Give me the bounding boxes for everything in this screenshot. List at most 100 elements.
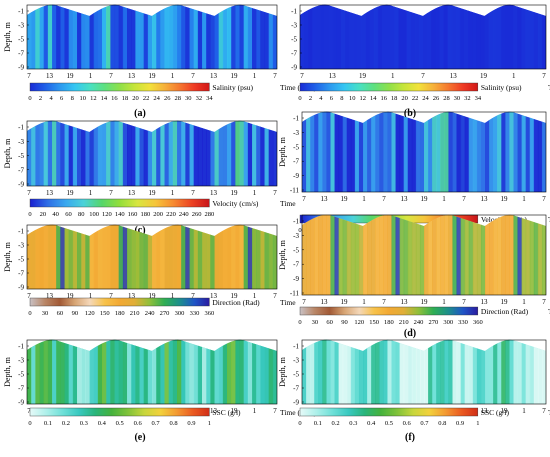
heatmap-band — [177, 339, 182, 404]
heatmap-band — [235, 120, 241, 186]
heatmap-band — [56, 120, 61, 186]
y-tick-label: -1 — [293, 343, 299, 351]
heatmap-band — [231, 224, 236, 289]
heatmap-band — [147, 224, 153, 289]
x-tick-label: 1 — [171, 189, 175, 197]
heatmap-band — [68, 120, 74, 186]
colorbar-tick-label: 60 — [65, 211, 72, 218]
heatmap-band — [152, 4, 157, 69]
heatmap-band — [35, 4, 41, 69]
heatmap-band — [156, 224, 161, 289]
colorbar-tick-label: 20 — [132, 95, 139, 102]
heatmap-band — [452, 111, 458, 192]
heatmap-band — [459, 4, 465, 69]
heatmap-band — [206, 120, 211, 186]
x-tick-label: 13 — [46, 189, 54, 197]
heatmap-band — [202, 4, 207, 69]
heatmap-band — [312, 4, 317, 69]
heatmap-band — [256, 4, 261, 69]
heatmap-band — [436, 214, 441, 295]
colorbar-tick-label: 10 — [349, 95, 356, 102]
heatmap-band — [358, 339, 364, 404]
heatmap-band — [268, 4, 274, 69]
colorbar-tick-label: 32 — [464, 95, 471, 102]
y-tick-label: -9 — [18, 399, 24, 407]
heatmap-band — [243, 224, 249, 289]
heatmap-band — [336, 4, 342, 69]
colorbar-tick-label: 120 — [102, 211, 112, 218]
heatmap-band — [172, 120, 178, 186]
heatmap-band — [97, 4, 103, 69]
x-tick-label: 19 — [149, 189, 157, 197]
heatmap-band — [513, 339, 519, 404]
heatmap-band — [268, 339, 274, 404]
heatmap-band — [537, 214, 543, 295]
heatmap-band — [222, 224, 228, 289]
heatmap-band — [537, 4, 543, 69]
heatmap-band — [326, 111, 332, 192]
y-tick-label: -9 — [18, 64, 24, 72]
x-axis-label: Time — [280, 199, 296, 208]
heatmap-band — [436, 339, 441, 404]
y-tick-label: -3 — [293, 357, 299, 365]
x-tick-label: 19 — [231, 72, 239, 80]
heatmap-band — [391, 214, 397, 295]
heatmap-band — [68, 339, 74, 404]
heatmap-band — [235, 4, 241, 69]
heatmap-band — [77, 4, 82, 69]
x-tick-label: 7 — [542, 298, 546, 306]
colorbar-tick-label: 180 — [384, 319, 394, 326]
heatmap-field — [27, 224, 277, 289]
heatmap-band — [387, 111, 393, 192]
colorbar-tick-label: 40 — [52, 211, 59, 218]
colorbar-tick-label: 34 — [206, 95, 213, 102]
heatmap-band — [464, 111, 470, 192]
y-tick-label: -1 — [18, 8, 24, 16]
x-tick-label: 13 — [128, 72, 136, 80]
x-axis-label: Time (hour) — [280, 408, 317, 417]
x-tick-label: 7 — [382, 298, 386, 306]
x-tick-label: 13 — [210, 189, 218, 197]
heatmap-band — [60, 4, 66, 69]
heatmap-field — [302, 111, 546, 192]
heatmap-band — [231, 120, 236, 186]
heatmap-band — [395, 339, 401, 404]
heatmap-band — [346, 339, 352, 404]
heatmap-band — [256, 339, 261, 404]
colorbar-tick-label: 6 — [330, 95, 334, 102]
x-tick-label: 19 — [67, 292, 75, 300]
heatmap-band — [444, 111, 449, 192]
x-tick-label: 19 — [480, 72, 488, 80]
heatmap-band — [206, 339, 211, 404]
heatmap-band — [418, 4, 424, 69]
heatmap-band — [365, 4, 371, 69]
heatmap-band — [407, 214, 413, 295]
colorbar-gradient — [29, 407, 210, 417]
heatmap-band — [476, 339, 482, 404]
heatmap-band — [399, 214, 405, 295]
colorbar-tick-label: 0.4 — [98, 420, 107, 427]
heatmap-band — [127, 120, 132, 186]
heatmap-band — [239, 4, 245, 69]
heatmap-band — [367, 214, 372, 295]
x-tick-label: 7 — [191, 72, 195, 80]
heatmap-band — [367, 339, 372, 404]
heatmap-band — [464, 4, 469, 69]
x-tick-label: 19 — [67, 189, 75, 197]
heatmap-band — [181, 339, 186, 404]
heatmap-band — [390, 4, 395, 69]
heatmap-band — [529, 111, 535, 192]
colorbar-tick-label: 0.8 — [169, 420, 177, 427]
x-tick-label: 7 — [382, 195, 386, 203]
heatmap-band — [127, 339, 132, 404]
heatmap-band — [424, 111, 429, 192]
heatmap-band — [60, 339, 66, 404]
x-axis-label: Time — [280, 298, 296, 307]
heatmap-band — [64, 120, 70, 186]
plot-frame — [26, 4, 278, 70]
heatmap-band — [52, 120, 57, 186]
heatmap-band — [485, 111, 490, 192]
heatmap-band — [452, 339, 458, 404]
heatmap-band — [106, 120, 111, 186]
colorbar-tick-label: 0.3 — [349, 420, 357, 427]
